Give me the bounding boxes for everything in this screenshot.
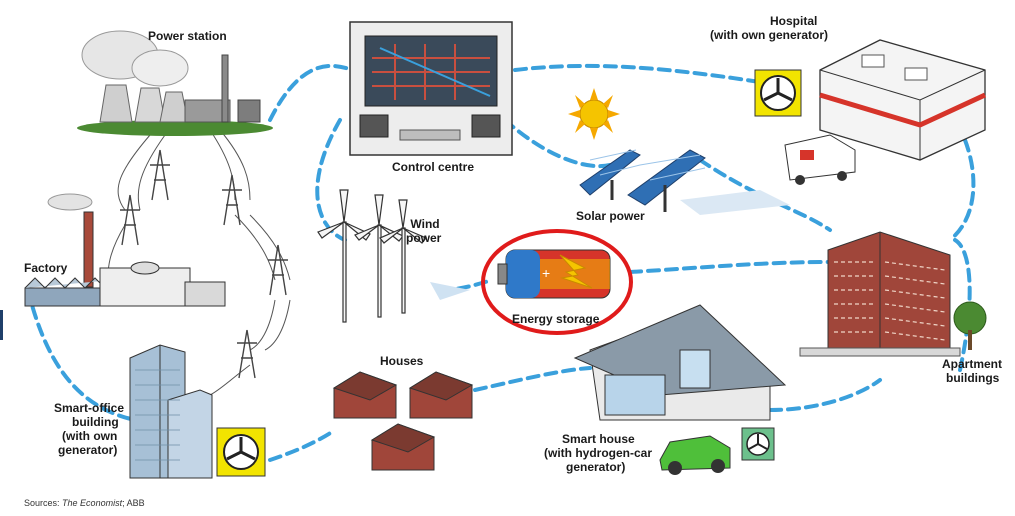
label-wind-power-line2: power <box>406 231 442 245</box>
sun-icon <box>568 88 620 140</box>
label-factory: Factory <box>24 261 68 275</box>
ambulance-icon <box>784 134 856 185</box>
pylon-icon <box>120 149 288 379</box>
label-smart-house-line2: (with hydrogen-car <box>544 446 653 460</box>
generator-fan-icon <box>741 427 775 461</box>
label-smart-house-line1: Smart house <box>562 432 635 446</box>
generator-fan-icon <box>216 427 266 477</box>
label-houses: Houses <box>380 354 424 368</box>
solar-panel-icon <box>579 149 790 215</box>
label-smart-house-line3: generator) <box>566 460 626 474</box>
label-smart-office-line3: (with own <box>62 429 118 443</box>
network-connections <box>26 63 976 462</box>
label-apartment-line2: buildings <box>946 371 1000 385</box>
hydrogen-car-icon <box>659 435 731 475</box>
tree-icon <box>953 301 987 350</box>
label-control-centre: Control centre <box>392 160 475 174</box>
wind-turbine-icon <box>317 189 427 323</box>
house-icon <box>332 371 474 471</box>
factory-icon <box>24 193 226 307</box>
apartment-building-icon <box>799 231 961 357</box>
source-credit: Sources: The Economist; ABB <box>24 498 145 508</box>
source-prefix: Sources: <box>24 498 60 508</box>
label-smart-office-line1: Smart-office <box>54 401 125 415</box>
control-panel-icon <box>349 21 513 156</box>
label-wind-power-line1: Wind <box>410 217 440 231</box>
hospital-building-icon <box>819 39 987 161</box>
left-edge-bar <box>0 310 3 340</box>
label-smart-office-line4: generator) <box>58 443 118 457</box>
label-smart-office-line2: building <box>72 415 119 429</box>
power-station-icon <box>77 30 273 136</box>
source-publication: The Economist <box>62 498 123 508</box>
generator-fan-icon <box>754 69 802 117</box>
battery-icon: + <box>497 249 611 299</box>
label-apartment-line1: Apartment <box>942 357 1003 371</box>
label-energy-storage: Energy storage <box>512 312 600 326</box>
office-tower-icon <box>129 344 213 479</box>
svg-text:+: + <box>542 265 550 281</box>
label-hospital: Hospital <box>770 14 818 28</box>
source-suffix: ; ABB <box>122 498 145 508</box>
highlight-ring <box>481 229 633 335</box>
label-hospital-note: (with own generator) <box>710 28 828 42</box>
label-solar-power: Solar power <box>576 209 645 223</box>
smart-house-icon <box>573 304 787 421</box>
wind-shadow <box>430 282 470 300</box>
label-power-station: Power station <box>148 29 227 43</box>
